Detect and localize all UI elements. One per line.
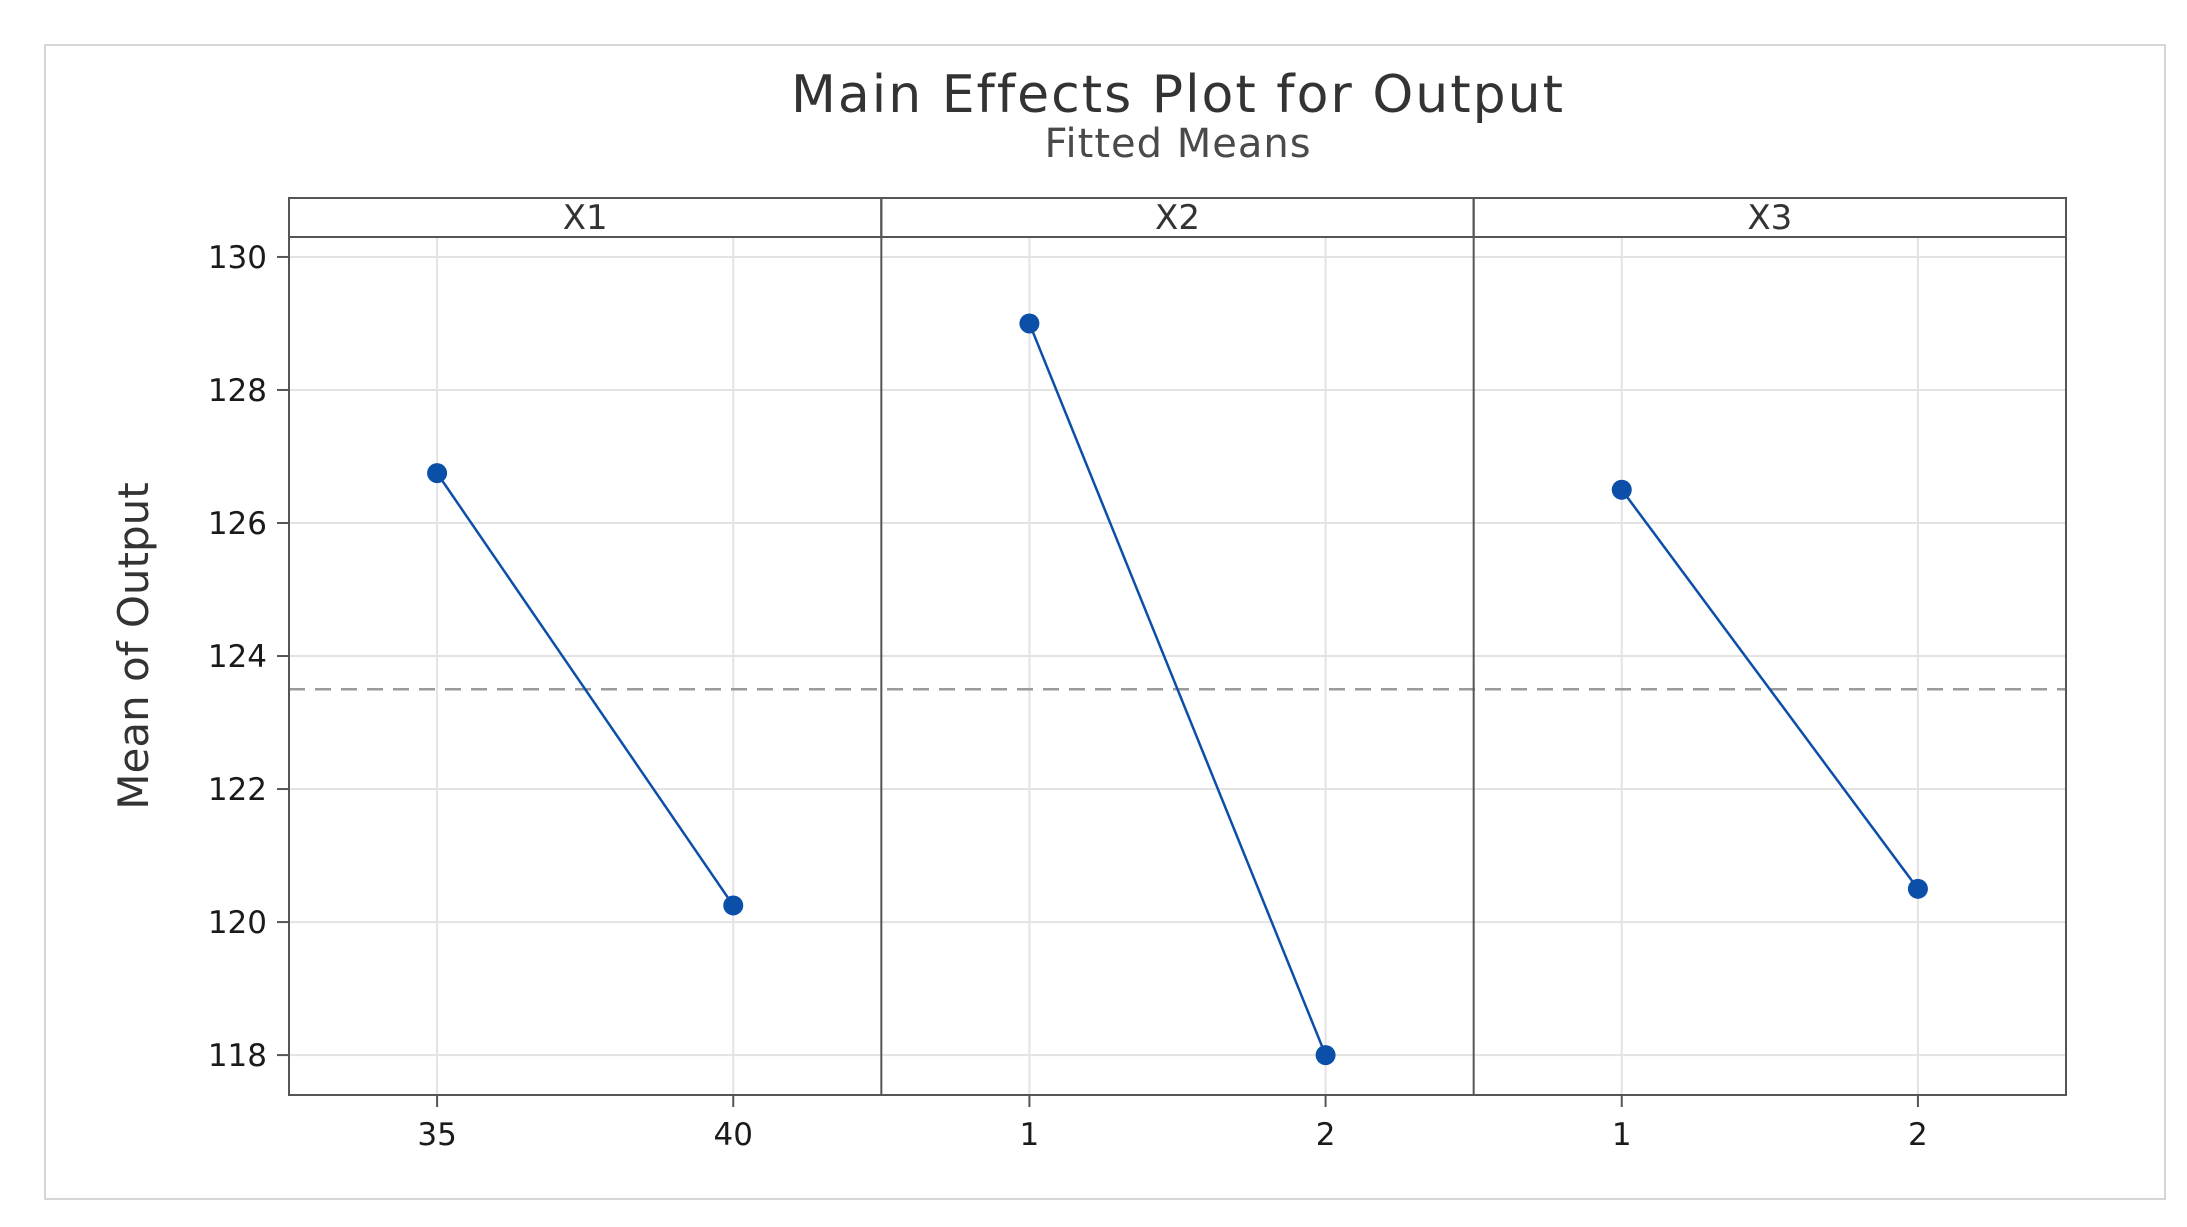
data-point xyxy=(427,463,448,484)
x-tick-label: 2 xyxy=(1316,1117,1336,1153)
y-tick-label: 120 xyxy=(208,905,267,941)
plot-area: X1 X2 X3 118 120 122 124 126 128 130 35 40 1 2 1 2 xyxy=(208,197,2067,1153)
y-axis-label: Mean of Output xyxy=(109,482,158,810)
chart-title: Main Effects Plot for Output xyxy=(791,65,1565,125)
y-tick-label: 126 xyxy=(208,506,267,542)
series-line-x3 xyxy=(1620,488,1919,890)
data-point xyxy=(1611,479,1632,500)
panel-label: X2 xyxy=(1155,198,1200,238)
x-tick-label: 35 xyxy=(417,1117,456,1153)
y-tick-label: 130 xyxy=(208,240,267,276)
y-tick-label: 128 xyxy=(208,373,267,409)
data-point xyxy=(723,895,744,916)
x-tick-label: 2 xyxy=(1908,1117,1928,1153)
chart-subtitle: Fitted Means xyxy=(1044,121,1311,167)
y-tick-label: 122 xyxy=(208,772,267,808)
plot-border xyxy=(288,236,2067,1096)
panel-label: X1 xyxy=(563,198,608,238)
data-point xyxy=(1019,313,1040,334)
x-tick-label: 1 xyxy=(1612,1117,1632,1153)
y-tick-label: 118 xyxy=(208,1038,267,1074)
panel-label: X3 xyxy=(1747,198,1792,238)
series-line-x1 xyxy=(436,472,735,907)
data-point xyxy=(1907,878,1928,899)
series-line-x2 xyxy=(1028,322,1327,1056)
x-tick-label: 40 xyxy=(714,1117,753,1153)
data-point xyxy=(1315,1045,1336,1066)
y-tick-label: 124 xyxy=(208,639,267,675)
x-tick-label: 1 xyxy=(1020,1117,1040,1153)
